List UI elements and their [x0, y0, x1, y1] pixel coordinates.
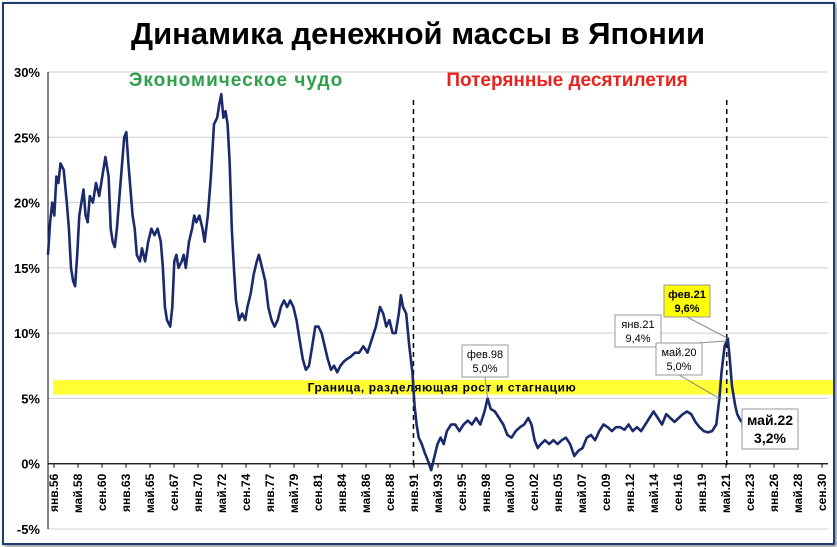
annotation-box [741, 408, 799, 450]
annotation-leader [484, 376, 489, 399]
x-tick-label: май.28 [791, 473, 805, 513]
x-tick-label: сен.67 [167, 473, 181, 511]
x-tick-label: май.93 [431, 473, 445, 513]
annotation-leader [678, 374, 720, 399]
era-label-miracle: Экономическое чудо [129, 70, 343, 91]
annotation-value: 9,4% [625, 333, 650, 345]
x-tick-label: сен.16 [671, 473, 685, 511]
y-tick-label: -5% [17, 522, 41, 537]
x-tick-label: май.72 [215, 473, 229, 513]
annotations: фев.98 5,0% янв.21 9,4% фев.21 9,6% май.20 5,0%… [461, 284, 799, 450]
x-tick-label: сен.74 [239, 473, 253, 511]
y-axis: 30% 25% 20% 15% 10% 5% 0% -5% [14, 65, 40, 537]
y-tick-label: 5% [21, 391, 40, 406]
annotation: май.22 3,2% [740, 408, 799, 450]
annotation-box [461, 344, 509, 378]
x-axis: янв.56 май.58 сен.60 янв.63 май.65 сен.67 янв.… [47, 463, 829, 513]
annotation: май.20 5,0% [655, 342, 720, 399]
x-tick-label: янв.05 [551, 473, 565, 512]
y-tick-label: 25% [14, 130, 40, 145]
era-dividers [412, 100, 728, 468]
era-label-lost-decades: Потерянные десятилетия [446, 70, 687, 91]
y-tick-label: 0% [21, 457, 40, 472]
x-tick-label: май.86 [359, 473, 373, 513]
x-tick-label: янв.63 [119, 473, 133, 512]
x-tick-label: янв.70 [191, 473, 205, 512]
x-tick-label: янв.26 [767, 473, 781, 512]
band-rect [53, 380, 833, 395]
x-tick-label: сен.95 [455, 473, 469, 511]
annotation-value: 3,2% [754, 430, 786, 446]
band-label: Граница, разделяющая рост и стагнацию [308, 380, 577, 394]
annotation-value: 5,0% [472, 363, 497, 375]
annotation-date: май.20 [661, 347, 696, 359]
y-tick-label: 10% [14, 326, 40, 341]
annotation-date: фев.21 [668, 289, 706, 301]
x-tick-label: сен.60 [95, 473, 109, 511]
annotation: фев.98 5,0% [461, 344, 509, 399]
y-tick-label: 20% [14, 196, 40, 211]
x-tick-label: май.79 [287, 473, 301, 513]
y-tick-label: 15% [14, 261, 40, 276]
annotation-date: янв.21 [621, 319, 654, 331]
y-tick-label: 30% [14, 65, 40, 80]
x-tick-label: май.58 [71, 473, 85, 513]
x-tick-label: май.21 [719, 473, 733, 513]
annotation-leader [686, 316, 728, 339]
x-tick-label: сен.09 [599, 473, 613, 511]
chart-title: Динамика денежной массы в Японии [131, 16, 705, 51]
annotation-box [655, 342, 703, 376]
x-tick-label: сен.02 [527, 473, 541, 511]
x-tick-label: сен.88 [383, 473, 397, 511]
annotation: фев.21 9,6% [663, 284, 728, 339]
annotation-value: 9,6% [674, 303, 699, 315]
x-tick-label: май.00 [503, 473, 517, 513]
annotation-box [663, 284, 711, 318]
x-tick-label: май.14 [647, 473, 661, 513]
series-line [46, 92, 743, 472]
x-tick-label: янв.84 [335, 473, 349, 512]
x-tick-label: янв.98 [479, 473, 493, 512]
annotation-date: фев.98 [467, 349, 503, 361]
annotation-date: май.22 [747, 412, 793, 428]
x-tick-label: янв.56 [47, 473, 61, 512]
annotation-box [614, 314, 662, 348]
grid [47, 71, 828, 530]
x-tick-label: янв.19 [695, 473, 709, 512]
annotation: янв.21 9,4% [614, 314, 727, 348]
x-tick-label: сен.23 [743, 473, 757, 511]
x-tick-label: янв.91 [407, 473, 421, 512]
x-tick-label: май.07 [575, 473, 589, 513]
x-tick-label: янв.77 [263, 473, 277, 512]
x-tick-label: сен.81 [311, 473, 325, 511]
annotation-value: 5,0% [666, 361, 691, 373]
x-tick-label: сен.30 [815, 473, 829, 511]
x-tick-label: май.65 [143, 473, 157, 513]
stagnation-band: Граница, разделяющая рост и стагнацию [53, 380, 833, 395]
x-tick-label: янв.12 [623, 473, 637, 512]
